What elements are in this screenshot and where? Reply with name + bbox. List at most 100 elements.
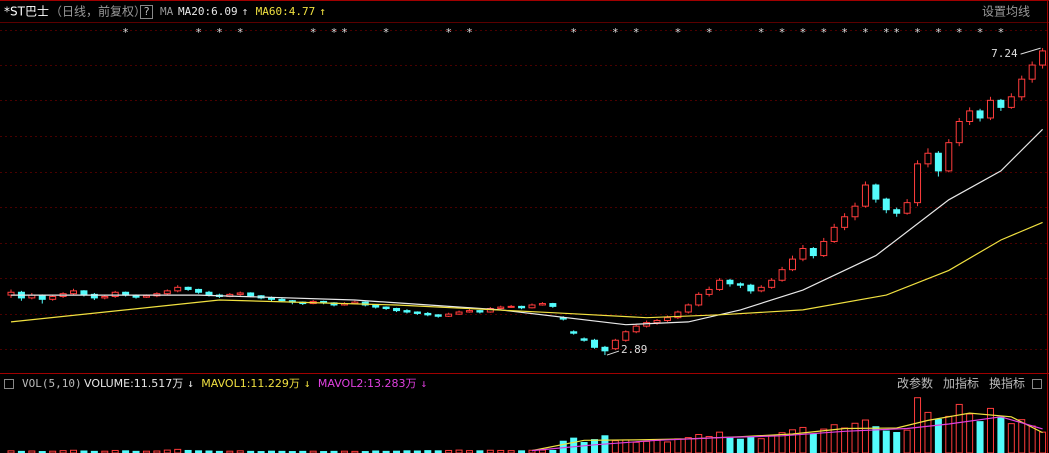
volume-bar <box>851 422 859 453</box>
volume-bar <box>340 450 348 453</box>
volume-bar <box>434 450 442 453</box>
volume-arrow: ↓ <box>304 377 311 390</box>
volume-bar <box>653 439 661 453</box>
event-marker: * <box>341 26 348 39</box>
candle-body <box>768 279 776 288</box>
volume-bar <box>799 426 807 453</box>
volume-bar <box>80 450 88 453</box>
event-marker: * <box>675 26 682 39</box>
candle-body <box>778 269 786 281</box>
volume-bar <box>309 450 317 453</box>
volume-bar <box>268 450 275 453</box>
candle-body <box>278 298 286 302</box>
help-text[interactable]: ? <box>143 5 150 18</box>
min-label: 2.89 <box>621 343 648 356</box>
volume-bar <box>809 433 817 453</box>
volume-bar <box>716 431 724 453</box>
volume-bar <box>49 450 57 453</box>
settings-button[interactable]: 设置均线 <box>982 5 1030 19</box>
candle-body <box>538 303 546 306</box>
candle-body <box>580 338 588 341</box>
candle-body <box>716 279 724 290</box>
volume-bar <box>205 450 213 453</box>
volume-bar <box>955 403 963 453</box>
event-marker: * <box>310 26 317 39</box>
volume-bar <box>122 450 130 453</box>
event-marker: * <box>706 26 713 39</box>
candle-body <box>434 314 442 317</box>
ma-legend: MA20:6.09 <box>178 5 238 18</box>
volume-bar <box>403 450 411 453</box>
candle-body <box>747 284 755 292</box>
candle-body <box>882 198 890 211</box>
event-marker: * <box>935 26 942 39</box>
event-marker: * <box>893 26 900 39</box>
volume-bar <box>7 450 15 453</box>
volume-bar <box>580 441 588 453</box>
candle-body <box>465 310 473 313</box>
candle-body <box>70 290 78 295</box>
grid <box>0 30 1047 350</box>
volume-legend: MAVOL2:13.283万 <box>318 377 417 390</box>
indicator-button[interactable]: 加指标 <box>943 376 979 391</box>
event-marker: * <box>216 26 223 39</box>
volume-bar <box>174 448 182 453</box>
candle-body <box>924 152 932 165</box>
candle-body <box>601 346 609 352</box>
volume-bar <box>1039 431 1047 453</box>
candle-body <box>872 184 880 200</box>
candle-body <box>570 331 578 334</box>
volume-bar <box>591 439 599 453</box>
event-marker: * <box>195 26 202 39</box>
volume-bar <box>726 437 734 453</box>
event-marker: * <box>998 26 1005 39</box>
candle-body <box>445 313 453 317</box>
candle-body <box>507 305 515 308</box>
candle-body <box>101 295 109 299</box>
candle-body <box>934 152 942 172</box>
event-marker: * <box>758 26 765 39</box>
volume-arrow: ↓ <box>187 377 194 390</box>
volume-bar <box>153 450 161 453</box>
volume-bar <box>945 415 953 453</box>
volume-bar <box>924 411 932 453</box>
candle-body <box>663 317 671 321</box>
indicator-button[interactable]: 换指标 <box>989 376 1025 391</box>
volume-bar <box>570 437 578 453</box>
event-marker: * <box>956 26 963 39</box>
volume-bar <box>882 430 890 453</box>
event-marker: * <box>841 26 848 39</box>
event-marker: * <box>800 26 807 39</box>
candle-body <box>705 288 713 295</box>
help-button[interactable] <box>140 5 153 19</box>
event-marker: * <box>883 26 890 39</box>
volume-bar <box>28 450 36 453</box>
event-marker: * <box>237 26 244 39</box>
panel-icon[interactable] <box>4 379 14 389</box>
candle-body <box>809 248 817 257</box>
volume-bar <box>142 450 150 453</box>
candle-body <box>955 120 963 144</box>
candle-body <box>528 304 536 309</box>
candle-body <box>38 294 46 300</box>
candle-body <box>195 288 203 293</box>
candle-body <box>684 304 692 313</box>
candle-body <box>1039 50 1047 66</box>
volume-bar <box>997 416 1005 453</box>
volume-bar <box>476 450 484 453</box>
volume-bar <box>986 407 994 453</box>
candle-body <box>372 304 380 308</box>
volume-bar <box>861 419 869 453</box>
candle-body <box>653 319 661 324</box>
candle-body <box>518 305 526 309</box>
candle-body <box>726 279 734 285</box>
volume-bar <box>934 418 942 453</box>
panel-close[interactable] <box>1032 379 1042 389</box>
candle-body <box>757 286 765 292</box>
indicator-button[interactable]: 改参数 <box>897 376 933 391</box>
event-marker: * <box>466 26 473 39</box>
volume-bar <box>1018 419 1026 453</box>
candle-body <box>632 325 640 333</box>
candle-body <box>49 295 57 300</box>
candle-body <box>695 293 703 306</box>
